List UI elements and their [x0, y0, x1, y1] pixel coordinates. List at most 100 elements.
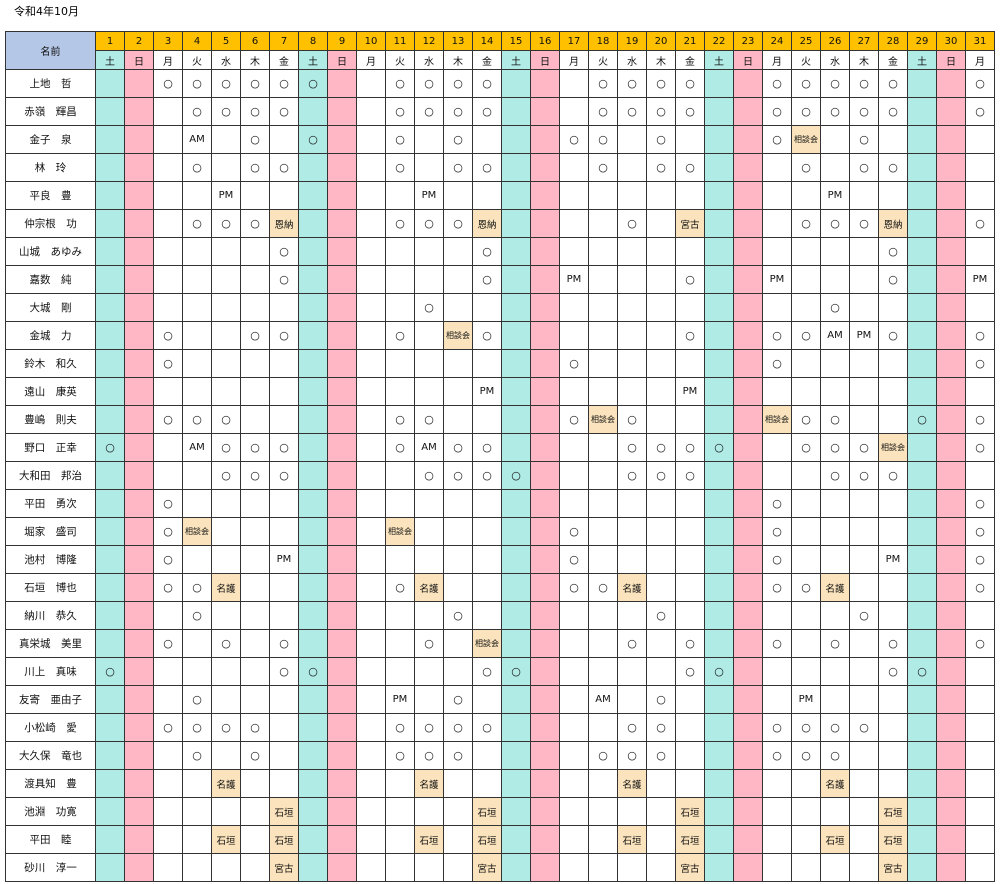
schedule-cell[interactable]: ○ [675, 629, 705, 658]
schedule-cell[interactable]: ○ [385, 97, 415, 126]
schedule-cell[interactable]: ○ [588, 153, 618, 182]
schedule-cell[interactable] [182, 293, 212, 322]
schedule-cell[interactable]: ○ [646, 461, 676, 490]
schedule-cell[interactable] [385, 349, 415, 378]
schedule-cell[interactable]: ○ [501, 461, 531, 490]
schedule-cell[interactable] [356, 769, 386, 798]
schedule-cell[interactable] [240, 657, 270, 686]
schedule-cell[interactable] [327, 153, 357, 182]
schedule-cell[interactable] [791, 489, 821, 518]
schedule-cell[interactable]: ○ [791, 321, 821, 350]
schedule-cell[interactable] [704, 69, 734, 98]
schedule-cell[interactable]: ○ [646, 153, 676, 182]
schedule-cell[interactable]: 相談会 [385, 517, 415, 546]
schedule-cell[interactable] [907, 69, 937, 98]
schedule-cell[interactable] [240, 853, 270, 882]
schedule-cell[interactable] [327, 433, 357, 462]
schedule-cell[interactable] [95, 825, 125, 854]
schedule-cell[interactable] [443, 629, 473, 658]
schedule-cell[interactable] [298, 405, 328, 434]
schedule-cell[interactable] [820, 517, 850, 546]
schedule-cell[interactable]: ○ [791, 433, 821, 462]
schedule-cell[interactable] [327, 517, 357, 546]
schedule-cell[interactable] [936, 769, 966, 798]
schedule-cell[interactable] [878, 741, 908, 770]
schedule-cell[interactable] [298, 741, 328, 770]
schedule-cell[interactable] [646, 853, 676, 882]
schedule-cell[interactable]: 名護 [414, 573, 444, 602]
schedule-cell[interactable]: 石垣 [472, 825, 502, 854]
schedule-cell[interactable] [791, 237, 821, 266]
schedule-cell[interactable] [298, 181, 328, 210]
schedule-cell[interactable]: ○ [675, 433, 705, 462]
schedule-cell[interactable] [617, 293, 647, 322]
schedule-cell[interactable] [153, 853, 183, 882]
schedule-cell[interactable] [762, 657, 792, 686]
schedule-cell[interactable] [588, 461, 618, 490]
schedule-cell[interactable]: 名護 [414, 769, 444, 798]
schedule-cell[interactable] [501, 209, 531, 238]
schedule-cell[interactable] [733, 181, 763, 210]
schedule-cell[interactable] [733, 405, 763, 434]
schedule-cell[interactable] [153, 797, 183, 826]
schedule-cell[interactable] [501, 125, 531, 154]
schedule-cell[interactable] [153, 685, 183, 714]
schedule-cell[interactable]: ○ [385, 713, 415, 742]
schedule-cell[interactable] [211, 489, 241, 518]
schedule-cell[interactable] [530, 153, 560, 182]
schedule-cell[interactable]: ○ [965, 405, 995, 434]
schedule-cell[interactable]: ○ [182, 97, 212, 126]
schedule-cell[interactable] [95, 153, 125, 182]
schedule-cell[interactable] [182, 545, 212, 574]
schedule-cell[interactable] [530, 741, 560, 770]
schedule-cell[interactable] [501, 853, 531, 882]
schedule-cell[interactable] [936, 153, 966, 182]
schedule-cell[interactable] [588, 713, 618, 742]
schedule-cell[interactable] [95, 265, 125, 294]
schedule-cell[interactable] [211, 685, 241, 714]
schedule-cell[interactable] [559, 489, 589, 518]
schedule-cell[interactable] [849, 573, 879, 602]
schedule-cell[interactable] [443, 377, 473, 406]
schedule-cell[interactable]: 石垣 [414, 825, 444, 854]
schedule-cell[interactable]: ○ [588, 573, 618, 602]
schedule-cell[interactable] [559, 797, 589, 826]
schedule-cell[interactable] [124, 461, 154, 490]
schedule-cell[interactable] [385, 545, 415, 574]
schedule-cell[interactable]: ○ [762, 489, 792, 518]
schedule-cell[interactable] [762, 153, 792, 182]
schedule-cell[interactable] [791, 181, 821, 210]
schedule-cell[interactable] [588, 237, 618, 266]
schedule-cell[interactable] [820, 265, 850, 294]
schedule-cell[interactable]: ○ [385, 69, 415, 98]
schedule-cell[interactable] [356, 433, 386, 462]
schedule-cell[interactable] [733, 265, 763, 294]
schedule-cell[interactable] [124, 601, 154, 630]
schedule-cell[interactable] [124, 405, 154, 434]
schedule-cell[interactable] [356, 405, 386, 434]
schedule-cell[interactable]: ○ [617, 97, 647, 126]
schedule-cell[interactable] [965, 601, 995, 630]
schedule-cell[interactable] [907, 685, 937, 714]
schedule-cell[interactable]: ○ [849, 125, 879, 154]
schedule-cell[interactable] [849, 769, 879, 798]
schedule-cell[interactable]: 相談会 [762, 405, 792, 434]
schedule-cell[interactable] [675, 601, 705, 630]
schedule-cell[interactable] [762, 181, 792, 210]
schedule-cell[interactable] [327, 741, 357, 770]
schedule-cell[interactable]: ○ [211, 433, 241, 462]
schedule-cell[interactable]: ○ [385, 321, 415, 350]
schedule-cell[interactable] [385, 237, 415, 266]
schedule-cell[interactable] [646, 825, 676, 854]
schedule-cell[interactable]: 恩納 [269, 209, 299, 238]
schedule-cell[interactable]: ○ [878, 321, 908, 350]
schedule-cell[interactable] [414, 377, 444, 406]
schedule-cell[interactable] [791, 797, 821, 826]
schedule-cell[interactable]: ○ [646, 685, 676, 714]
schedule-cell[interactable]: PM [559, 265, 589, 294]
schedule-cell[interactable] [588, 489, 618, 518]
schedule-cell[interactable] [704, 405, 734, 434]
schedule-cell[interactable] [240, 489, 270, 518]
schedule-cell[interactable] [530, 321, 560, 350]
schedule-cell[interactable] [95, 741, 125, 770]
